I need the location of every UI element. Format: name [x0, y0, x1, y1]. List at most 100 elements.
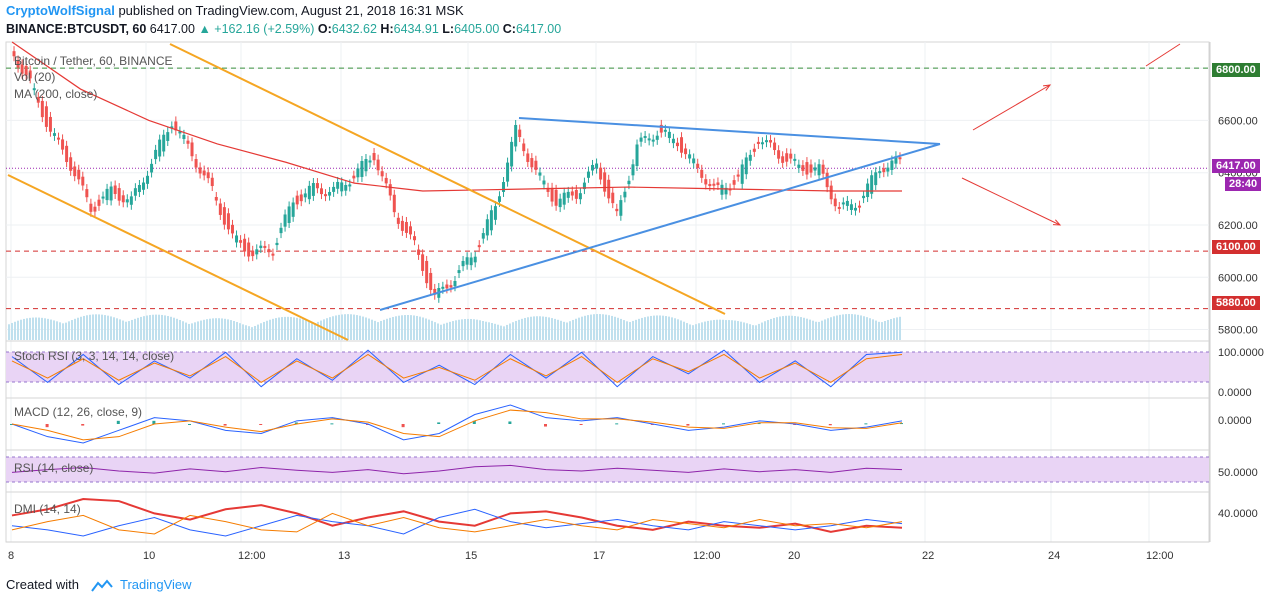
volume-bar [365, 317, 367, 340]
volume-bar [812, 320, 814, 340]
candle-body [797, 164, 801, 168]
volume-bar [377, 322, 379, 340]
volume-bar [809, 319, 811, 340]
candle-body [44, 106, 48, 127]
volume-bar [572, 319, 574, 340]
tradingview-link[interactable]: TradingView [120, 577, 192, 592]
candle-body [829, 185, 833, 200]
candle-body [247, 242, 251, 257]
volume-bar [53, 320, 55, 340]
volume-bar [11, 322, 13, 340]
candle-body [566, 191, 570, 198]
volume-bar [98, 314, 100, 340]
candle-body [239, 240, 243, 243]
volume-bar [650, 315, 652, 340]
candle-body [433, 288, 437, 295]
ma-legend[interactable]: MA (200, close) [14, 87, 98, 101]
candle-body [740, 164, 744, 184]
candle-body [485, 219, 489, 236]
volume-bar [329, 317, 331, 340]
volume-bar [155, 314, 157, 340]
candle-body [158, 139, 162, 157]
volume-bar [104, 315, 106, 340]
volume-bar [461, 319, 463, 340]
volume-legend[interactable]: Vol (20) [14, 70, 56, 84]
macd-y-tick: 0.0000 [1218, 415, 1252, 427]
volume-bar [278, 317, 280, 340]
candle-body [77, 169, 81, 180]
volume-bar [623, 320, 625, 340]
volume-bar [467, 318, 469, 340]
volume-bar [419, 316, 421, 340]
candle-body [307, 185, 311, 200]
volume-bar [242, 324, 244, 340]
volume-bar [659, 315, 661, 340]
candle-body [425, 260, 429, 284]
candle-body [635, 144, 639, 166]
candle-body [882, 168, 886, 173]
candle-body [639, 137, 643, 142]
candle-body [890, 160, 894, 170]
volume-bar [293, 317, 295, 340]
candle-body [32, 88, 36, 91]
volume-bar [578, 317, 580, 340]
candle-body [154, 149, 158, 160]
volume-bar [284, 316, 286, 340]
macd-histogram-bar [116, 420, 120, 424]
volume-bar [164, 315, 166, 340]
candle-body [510, 141, 514, 167]
volume-bar [788, 315, 790, 340]
volume-bar [170, 316, 172, 340]
volume-bar [707, 320, 709, 340]
macd-legend[interactable]: MACD (12, 26, close, 9) [14, 405, 143, 419]
volume-bar [683, 321, 685, 340]
candle-body [886, 167, 890, 172]
macd-histogram-bar [45, 424, 49, 428]
candle-body [311, 183, 315, 196]
candle-body [303, 193, 307, 198]
footer: Created with TradingView [6, 577, 192, 593]
volume-bar [602, 314, 604, 340]
volume-bar [632, 320, 634, 340]
volume-bar [50, 319, 52, 340]
candle-body [235, 235, 239, 243]
candle-body [174, 121, 178, 131]
volume-bar [254, 325, 256, 340]
dmi-legend[interactable]: DMI (14, 14) [14, 502, 81, 516]
candles [12, 46, 902, 303]
candle-body [704, 179, 708, 185]
volume-bar [701, 322, 703, 340]
x-tick-label: 13 [338, 550, 350, 562]
candle-body [356, 168, 360, 178]
candle-body [651, 139, 655, 142]
volume-bar [515, 320, 517, 340]
main-legend[interactable]: Bitcoin / Tether, 60, BINANCE [14, 54, 173, 68]
stoch-rsi-legend[interactable]: Stoch RSI (3, 3, 14, 14, close) [14, 349, 175, 363]
volume-bar [713, 319, 715, 340]
candle-body [194, 159, 198, 168]
volume-bar [665, 316, 667, 340]
volume-bar [878, 321, 880, 340]
volume-bar [239, 323, 241, 340]
volume-bar [275, 318, 277, 340]
volume-bar [410, 315, 412, 340]
candle-body [493, 206, 497, 220]
candle-body [372, 153, 376, 161]
last-price: 6417.00 [149, 22, 195, 36]
x-tick-label: 24 [1048, 550, 1060, 562]
volume-bar [341, 314, 343, 340]
volume-bar [191, 323, 193, 340]
macd-histogram-bar [615, 423, 619, 425]
author-link[interactable]: CryptoWolfSignal [6, 3, 115, 18]
candle-body [550, 187, 554, 202]
volume-bar [884, 320, 886, 340]
rsi-legend[interactable]: RSI (14, close) [14, 461, 94, 475]
candle-body [129, 196, 133, 205]
candle-body [243, 238, 247, 252]
volume-bar [875, 320, 877, 340]
volume-bar [839, 314, 841, 340]
candle-body [655, 135, 659, 140]
volume-bar [545, 316, 547, 340]
candle-body [352, 175, 356, 179]
volume-bar [464, 319, 466, 340]
